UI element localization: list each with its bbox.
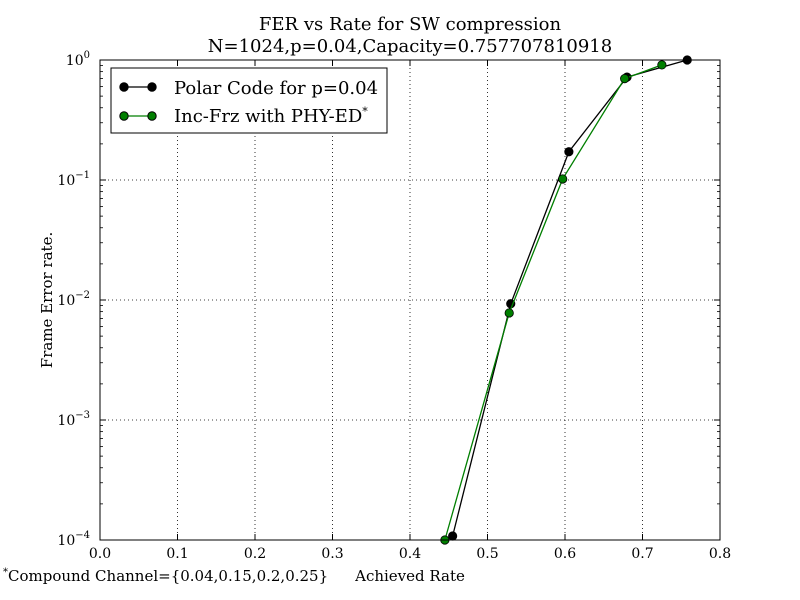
data-point [620,73,630,84]
y-tick-label: 10−3 [57,410,90,429]
legend-box [110,67,388,134]
x-tick-label: 0.7 [631,546,653,562]
chart-subtitle: N=1024,p=0.04,Capacity=0.757707810918 [208,36,612,57]
legend-marker-incfrz [147,111,157,121]
legend-label-incfrz-text: Inc-Frz with PHY-ED [174,106,362,127]
y-tick-base: 10 [57,413,75,429]
axis-ticks: 0.0 0.1 0.2 0.3 0.4 0.5 0.6 0.7 0.810010−110−210… [57,50,731,562]
y-tick-label: 100 [66,50,90,69]
data-point [448,531,458,541]
x-tick-label: 0.5 [476,546,498,562]
data-point [657,60,667,70]
y-tick-base: 10 [57,293,75,309]
y-tick-exponent: −1 [75,170,90,181]
y-tick-base: 10 [66,53,84,69]
footnote: *Compound Channel={0.04,0.15,0.2,0.25} [3,567,328,585]
data-point [504,308,514,318]
y-tick-label: 10−4 [57,530,90,549]
footnote-marker: * [3,567,8,578]
x-tick-label: 0.0 [89,546,111,562]
y-tick-exponent: 0 [84,50,90,61]
legend-marker-polar [147,82,157,92]
x-tick-label: 0.6 [554,546,576,562]
x-tick-label: 0.8 [709,546,731,562]
y-axis-label: Frame Error rate. [38,232,56,368]
y-tick-exponent: −2 [75,290,90,301]
grid [100,60,720,540]
x-axis-label: Achieved Rate [354,567,465,585]
x-tick-label: 0.1 [166,546,188,562]
plot-series [440,55,692,545]
x-tick-label: 0.4 [399,546,421,562]
data-point [564,147,574,157]
y-tick-exponent: −4 [75,530,90,541]
y-tick-base: 10 [57,173,75,189]
y-tick-base: 10 [57,533,75,549]
x-tick-label: 0.2 [244,546,266,562]
legend: Polar Code for p=0.04 Inc-Frz with PHY-E… [110,67,388,134]
y-tick-exponent: −3 [75,410,90,421]
data-point [558,174,568,184]
y-tick-label: 10−2 [57,290,90,309]
legend-label-incfrz: Inc-Frz with PHY-ED* [174,105,368,127]
legend-label-incfrz-marker: * [362,105,368,118]
chart-title: FER vs Rate for SW compression [259,14,562,35]
legend-marker-incfrz [119,111,129,121]
legend-marker-polar [119,82,129,92]
series-inc-frz [440,60,667,545]
y-tick-label: 10−1 [57,170,90,189]
x-tick-label: 0.3 [321,546,343,562]
footnote-text: Compound Channel={0.04,0.15,0.2,0.25} [8,567,328,585]
legend-label-polar: Polar Code for p=0.04 [174,78,378,99]
